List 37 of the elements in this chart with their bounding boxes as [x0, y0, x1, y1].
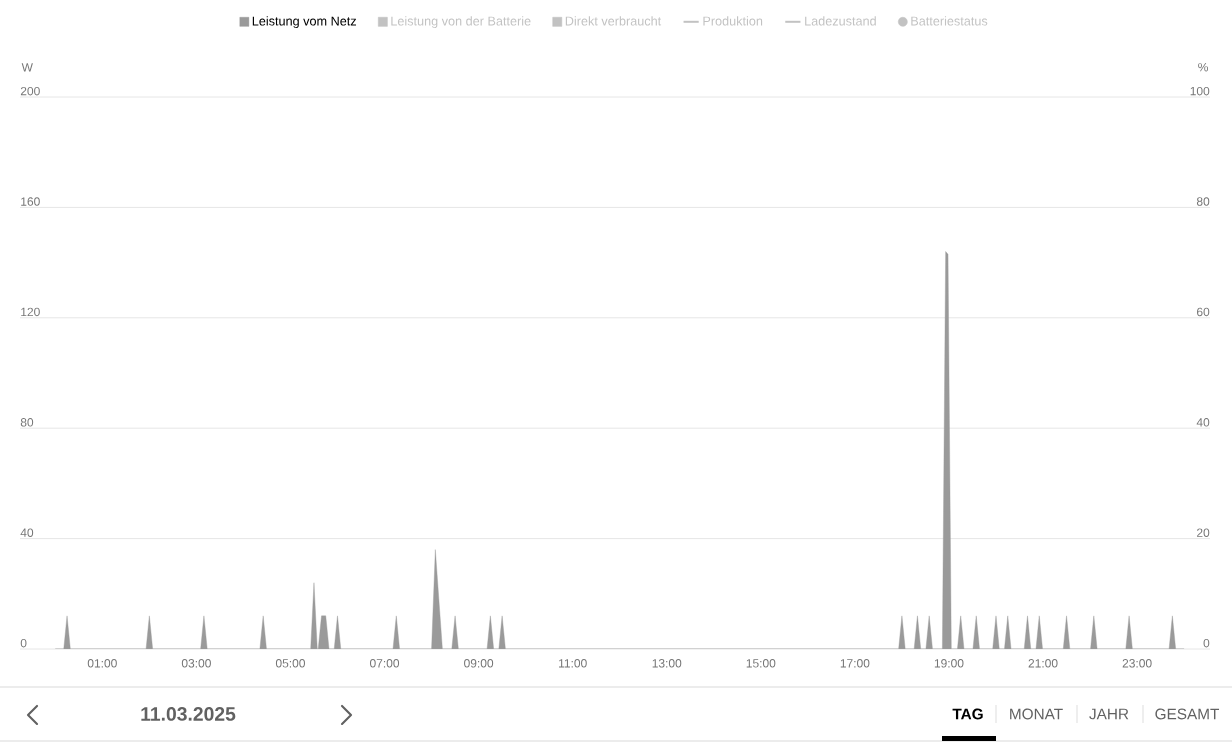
y-axis-title: W [21, 63, 33, 72]
text: Direkt verbraucht [565, 16, 662, 26]
text: MONAT [1010, 708, 1063, 720]
text: Batteriestatus [911, 16, 988, 26]
text: 11.03.2025 [141, 707, 236, 721]
x-tick-label: 23:00 [1122, 659, 1152, 668]
text: GESAMT [1155, 708, 1220, 720]
y2-tick-label: 80 [1196, 197, 1210, 206]
x-tick-label: 21:00 [1028, 659, 1058, 668]
x-tick-label: 17:00 [840, 659, 870, 668]
text: Produktion [703, 16, 763, 26]
y-tick-label: 120 [21, 307, 40, 317]
text: Leistung von der Batterie [391, 16, 531, 29]
x-tick-label: 11:00 [559, 659, 587, 668]
y-tick-label: 80 [20, 418, 34, 427]
y2-tick-label: 40 [1196, 418, 1210, 427]
y2-tick-label: 100 [1190, 86, 1210, 96]
y2-tick-label: 0 [1203, 638, 1210, 648]
y2-axis-title: % [1198, 63, 1208, 72]
y-tick-label: 200 [20, 86, 40, 96]
y2-tick-label: 20 [1197, 528, 1210, 537]
x-tick-label: 05:00 [275, 659, 306, 668]
text: TAG [952, 708, 983, 720]
text: Ladezustand [805, 16, 876, 26]
legend-label: Leistung vom Netz [252, 16, 357, 29]
x-tick-label: 01:00 [87, 659, 117, 668]
y-tick-label: 0 [20, 638, 27, 648]
x-tick-label: 15:00 [746, 659, 776, 668]
x-tick-label: 09:00 [464, 659, 494, 668]
y2-tick-label: 60 [1197, 307, 1210, 317]
x-tick-label: 19:00 [934, 659, 964, 668]
text: JAHR [1089, 708, 1129, 720]
y-tick-label: 40 [20, 528, 34, 537]
x-tick-label: 03:00 [181, 659, 211, 668]
x-tick-label: 07:00 [369, 659, 400, 668]
x-tick-label: 13:00 [652, 659, 682, 668]
y-tick-label: 160 [21, 197, 40, 206]
